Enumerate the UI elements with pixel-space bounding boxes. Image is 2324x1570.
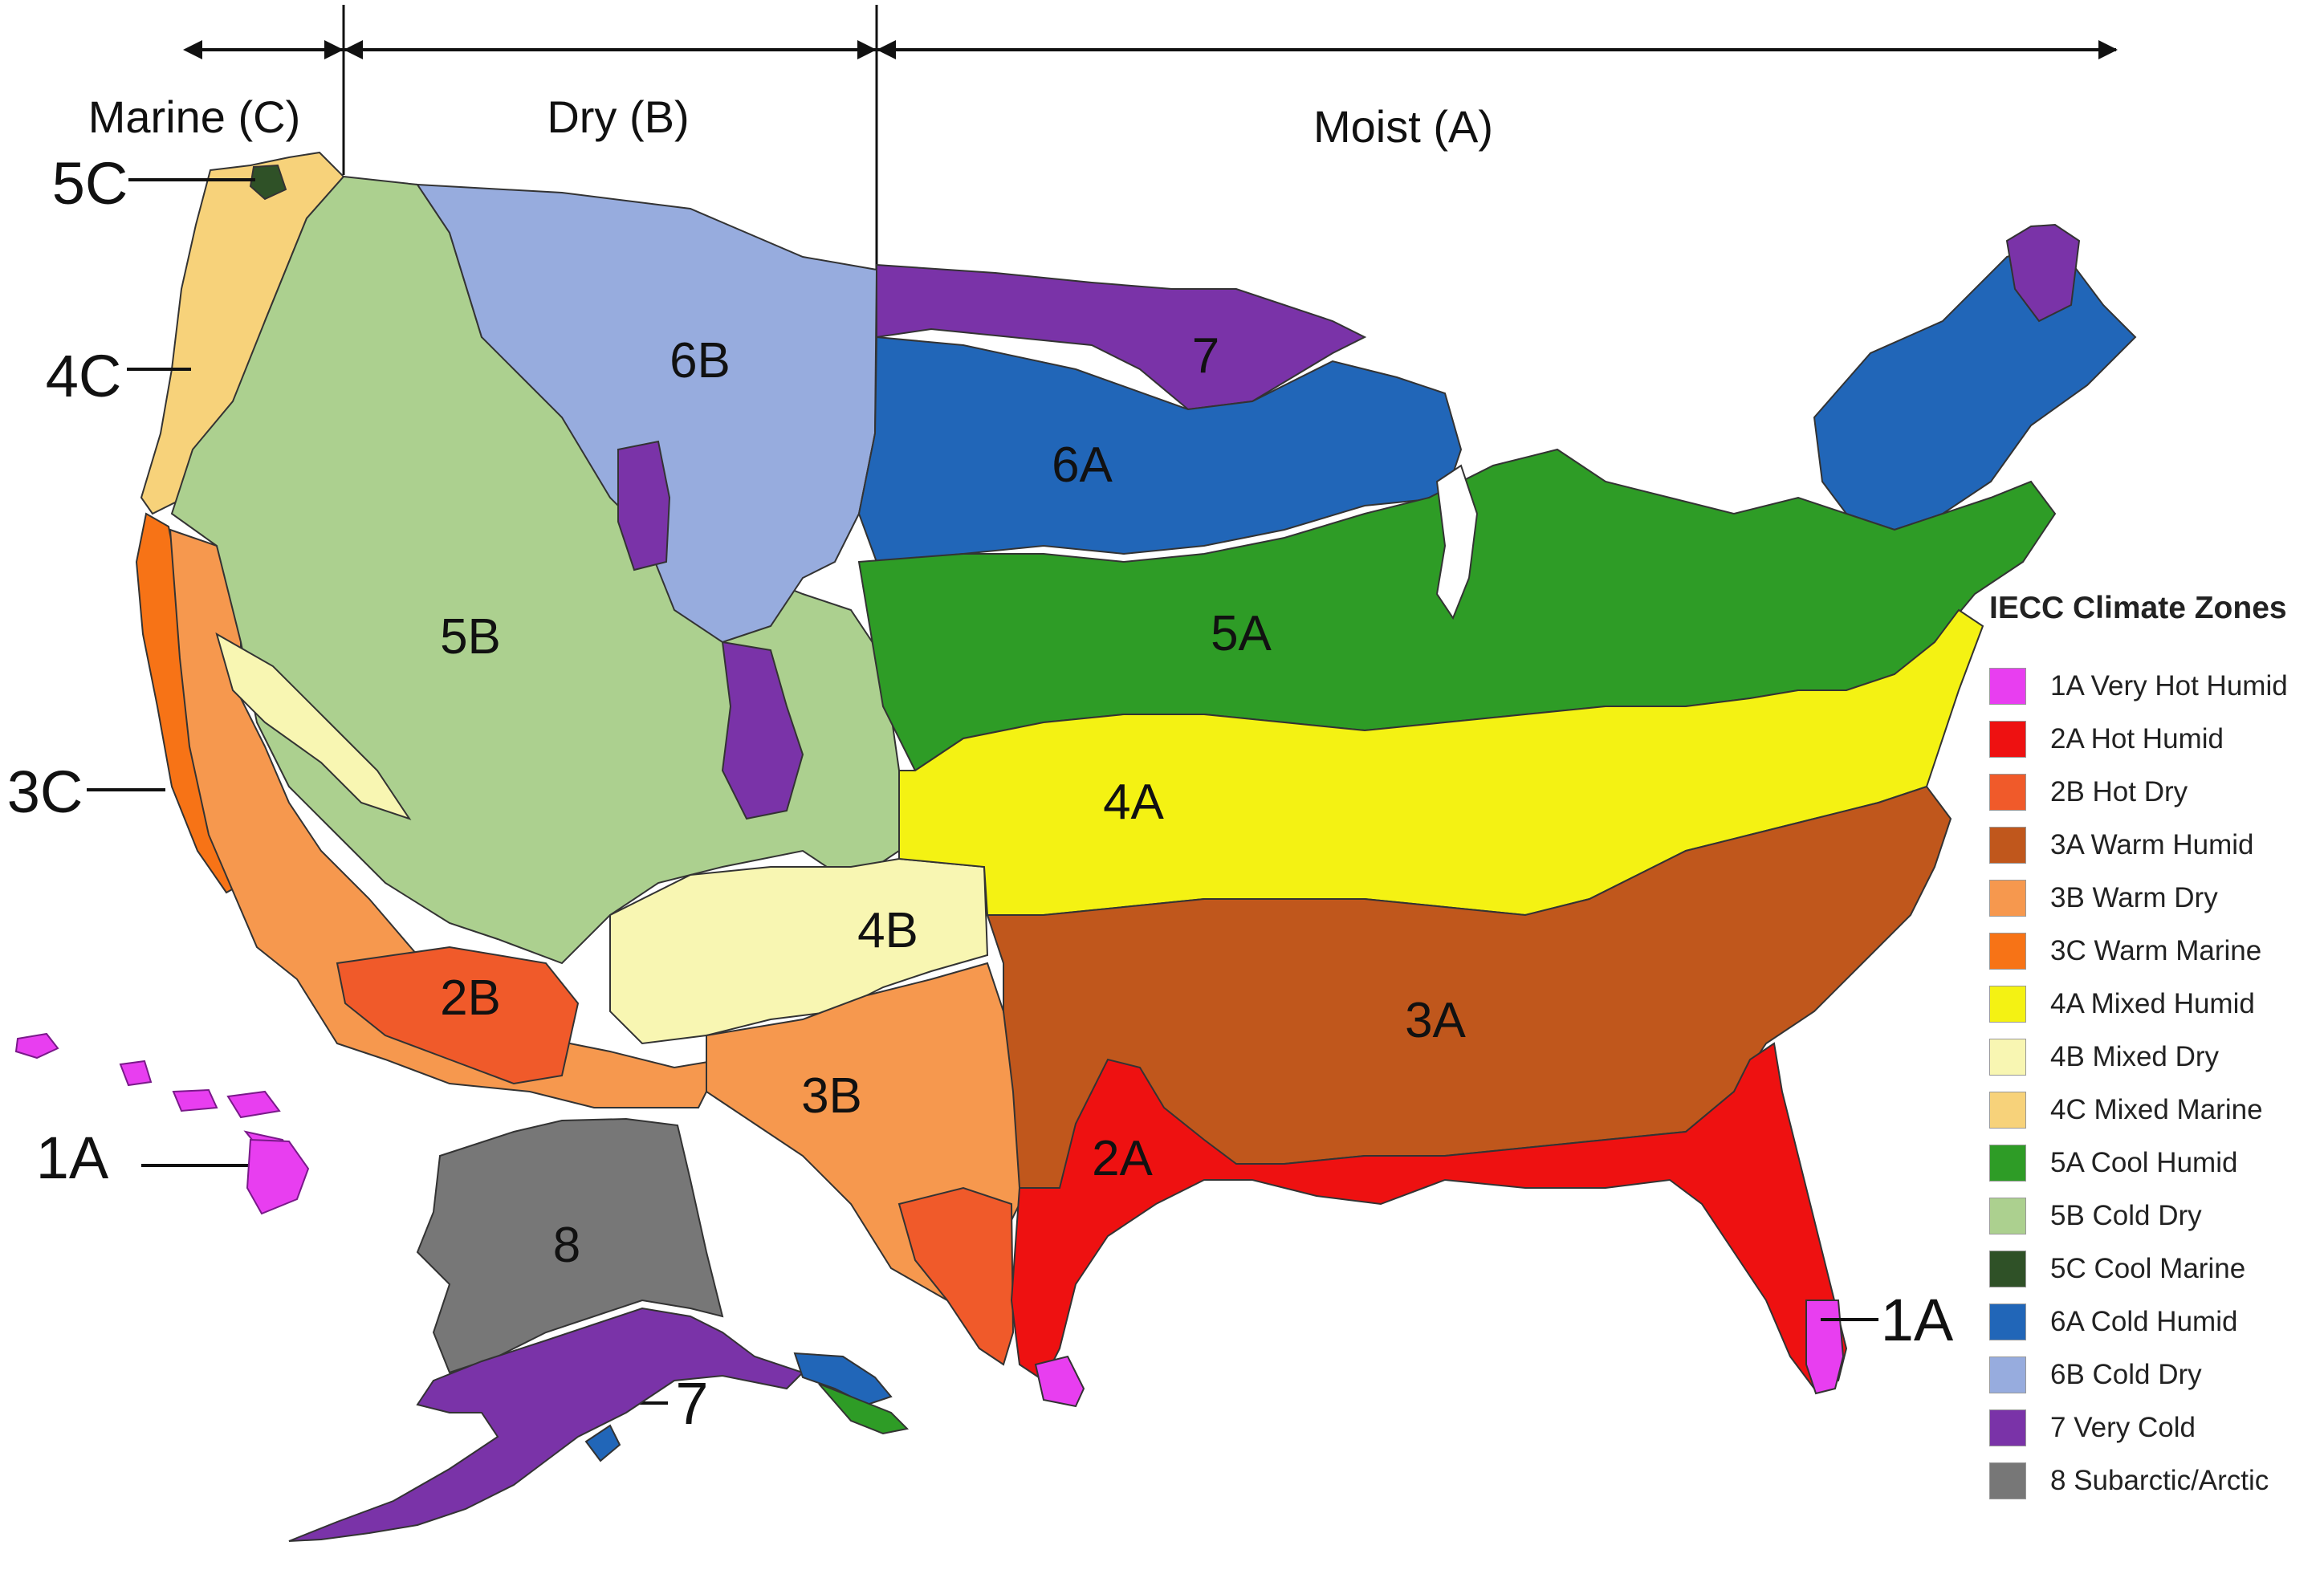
label-3c: 3C bbox=[7, 759, 83, 825]
legend-swatch bbox=[1989, 1409, 2026, 1446]
legend-swatch bbox=[1989, 827, 2026, 864]
legend-item: 5B Cold Dry bbox=[1989, 1190, 2310, 1243]
legend-swatch bbox=[1989, 1462, 2026, 1499]
header-marine: Marine (C) bbox=[88, 92, 300, 142]
legend-item: 5C Cool Marine bbox=[1989, 1243, 2310, 1295]
legend-swatch bbox=[1989, 933, 2026, 970]
legend-swatch bbox=[1989, 1145, 2026, 1182]
legend-item: 4C Mixed Marine bbox=[1989, 1084, 2310, 1137]
legend-item: 4A Mixed Humid bbox=[1989, 978, 2310, 1031]
legend-label: 3A Warm Humid bbox=[2050, 829, 2254, 860]
legend: IECC Climate Zones 1A Very Hot Humid 2A H… bbox=[1989, 591, 2310, 1507]
zone-6a-region-ne bbox=[1813, 239, 2137, 531]
legend-item: 6A Cold Humid bbox=[1989, 1295, 2310, 1348]
legend-label: 3B Warm Dry bbox=[2050, 882, 2218, 913]
legend-swatch bbox=[1989, 668, 2026, 705]
zone-6a-region-ak bbox=[584, 1424, 621, 1462]
zone-2b-region-tx bbox=[897, 1186, 1015, 1366]
legend-item: 8 Subarctic/Arctic bbox=[1989, 1454, 2310, 1507]
legend-swatch bbox=[1989, 986, 2026, 1023]
lake-michigan bbox=[1435, 464, 1479, 620]
legend-item: 7 Very Cold bbox=[1989, 1401, 2310, 1454]
legend-item: 3A Warm Humid bbox=[1989, 819, 2310, 872]
legend-title: IECC Climate Zones bbox=[1989, 591, 2287, 625]
header-dry: Dry (B) bbox=[547, 92, 689, 142]
label-1a-hawaii: 1A bbox=[36, 1125, 109, 1191]
zone-5a-region-ak-se bbox=[818, 1383, 910, 1435]
zone-7-region-wy bbox=[617, 440, 671, 571]
label-6b: 6B bbox=[670, 333, 731, 388]
legend-label: 5B Cold Dry bbox=[2050, 1200, 2202, 1231]
legend-swatch bbox=[1989, 774, 2026, 811]
zone-1a-region-fl bbox=[1805, 1300, 1845, 1395]
zone-7-region-north bbox=[876, 263, 1367, 411]
zone-4b-region bbox=[609, 857, 989, 1045]
legend-swatch bbox=[1989, 1198, 2026, 1234]
legend-label: 5C Cool Marine bbox=[2050, 1253, 2246, 1284]
legend-swatch bbox=[1989, 1304, 2026, 1340]
legend-label: 4A Mixed Humid bbox=[2050, 988, 2255, 1019]
legend-label: 3C Warm Marine bbox=[2050, 935, 2262, 966]
label-3a: 3A bbox=[1405, 993, 1466, 1048]
zone-4b-region-ca bbox=[215, 632, 412, 820]
legend-label: 6B Cold Dry bbox=[2050, 1359, 2202, 1390]
legend-swatch bbox=[1989, 1092, 2026, 1129]
zone-7-region-co bbox=[721, 641, 804, 820]
label-2a: 2A bbox=[1092, 1131, 1153, 1186]
label-4a: 4A bbox=[1103, 775, 1164, 830]
legend-item: 5A Cool Humid bbox=[1989, 1137, 2310, 1190]
legend-item: 4B Mixed Dry bbox=[1989, 1031, 2310, 1084]
label-4b: 4B bbox=[857, 903, 918, 958]
legend-label: 5A Cool Humid bbox=[2050, 1147, 2238, 1178]
zone-1a-region-tx bbox=[1034, 1355, 1085, 1408]
legend-swatch bbox=[1989, 1039, 2026, 1076]
label-4c: 4C bbox=[46, 343, 122, 409]
label-7-mn: 7 bbox=[1192, 328, 1219, 384]
legend-item: 2B Hot Dry bbox=[1989, 766, 2310, 819]
zone-7-region-ak bbox=[288, 1307, 804, 1542]
legend-item: 1A Very Hot Humid bbox=[1989, 660, 2310, 713]
legend-item: 3C Warm Marine bbox=[1989, 925, 2310, 978]
hawaii bbox=[14, 1032, 310, 1215]
zone-7-region-me bbox=[2005, 223, 2081, 323]
legend-label: 2A Hot Humid bbox=[2050, 723, 2224, 754]
legend-item: 6B Cold Dry bbox=[1989, 1348, 2310, 1401]
label-3b: 3B bbox=[801, 1068, 862, 1124]
legend-label: 6A Cold Humid bbox=[2050, 1306, 2238, 1337]
legend-swatch bbox=[1989, 1356, 2026, 1393]
label-5b: 5B bbox=[440, 609, 501, 665]
legend-label: 1A Very Hot Humid bbox=[2050, 670, 2288, 702]
label-5c: 5C bbox=[52, 150, 128, 217]
legend-label: 8 Subarctic/Arctic bbox=[2050, 1465, 2269, 1496]
zone-2a-region bbox=[1010, 1042, 1848, 1390]
legend-item: 2A Hot Humid bbox=[1989, 713, 2310, 766]
legend-label: 2B Hot Dry bbox=[2050, 776, 2188, 807]
label-2b: 2B bbox=[440, 970, 501, 1026]
moisture-region-arrows bbox=[183, 5, 2118, 270]
label-7-alaska: 7 bbox=[675, 1370, 708, 1437]
legend-label: 4B Mixed Dry bbox=[2050, 1041, 2220, 1072]
legend-list: 1A Very Hot Humid 2A Hot Humid 2B Hot Dry 3… bbox=[1989, 660, 2310, 1507]
contiguous-us bbox=[135, 151, 2137, 1408]
zone-5c-region bbox=[249, 164, 287, 201]
zone-8-region bbox=[416, 1117, 724, 1374]
legend-swatch bbox=[1989, 1251, 2026, 1287]
alaska bbox=[288, 1117, 910, 1542]
legend-item: 3B Warm Dry bbox=[1989, 872, 2310, 925]
legend-swatch bbox=[1989, 880, 2026, 917]
hawaii-big-island bbox=[246, 1138, 310, 1215]
label-5a: 5A bbox=[1211, 606, 1272, 661]
legend-swatch bbox=[1989, 721, 2026, 758]
header-moist: Moist (A) bbox=[1313, 101, 1493, 152]
legend-label: 4C Mixed Marine bbox=[2050, 1094, 2263, 1125]
label-8: 8 bbox=[553, 1218, 580, 1273]
zone-6a-region-ak-se bbox=[793, 1352, 893, 1406]
zone-2b-region bbox=[336, 946, 580, 1085]
legend-label: 7 Very Cold bbox=[2050, 1412, 2196, 1443]
zone-6b-region bbox=[416, 183, 878, 644]
label-6a: 6A bbox=[1052, 437, 1113, 493]
label-1a-florida: 1A bbox=[1881, 1287, 1954, 1353]
